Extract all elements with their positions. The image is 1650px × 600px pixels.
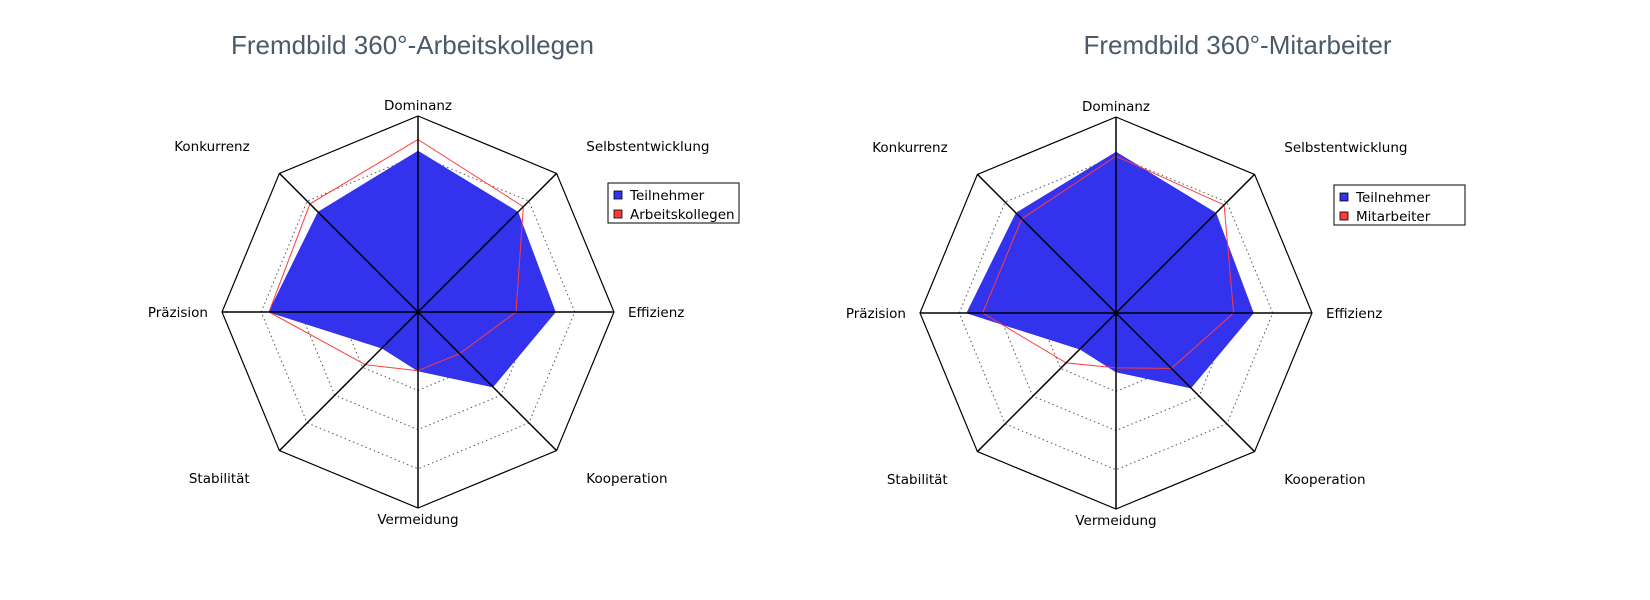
axis-label: Effizienz — [628, 305, 684, 321]
axis-spoke — [1115, 312, 1256, 453]
axis-spoke — [278, 311, 419, 452]
axis-spoke — [417, 172, 558, 313]
axis-spoke — [976, 312, 1117, 453]
legend-box — [1333, 184, 1466, 226]
legend-box — [607, 182, 740, 224]
legend-swatch — [1339, 211, 1349, 221]
series-area-teilnehmer — [966, 151, 1254, 389]
legend-label: Mitarbeiter — [1356, 209, 1431, 225]
legend: Teilnehmer Arbeitskollegen — [607, 182, 740, 224]
axis-label: Kooperation — [1284, 472, 1365, 488]
axis-spoke — [1115, 173, 1256, 314]
legend-swatch — [613, 190, 623, 200]
axis-label: Vermeidung — [377, 512, 458, 528]
axis-label: Dominanz — [1082, 99, 1150, 115]
chart-title: Fremdbild 360°-Arbeitskollegen — [230, 30, 595, 60]
axis-label: Effizienz — [1326, 306, 1382, 322]
series-area-teilnehmer — [268, 150, 556, 388]
legend: Teilnehmer Mitarbeiter — [1333, 184, 1466, 226]
axis-label: Präzision — [846, 306, 906, 322]
axis-label: Selbstentwicklung — [586, 139, 709, 155]
axis-label: Stabilität — [189, 471, 250, 487]
legend-label: Arbeitskollegen — [630, 207, 735, 223]
axis-spoke — [976, 173, 1117, 314]
chart-title: Fremdbild 360°-Mitarbeiter — [1083, 30, 1392, 60]
radar-chart-arbeitskollegen: Dominanz Selbstentwicklung Effizienz Kooper… — [148, 98, 740, 528]
legend-label: Teilnehmer — [629, 188, 705, 204]
axis-label: Stabilität — [887, 472, 948, 488]
axis-label: Konkurrenz — [872, 140, 947, 156]
radar-chart-mitarbeiter: Dominanz Selbstentwicklung Effizienz Kooper… — [846, 99, 1466, 529]
legend-swatch — [613, 209, 623, 219]
axis-label: Konkurrenz — [174, 139, 249, 155]
legend-swatch — [1339, 192, 1349, 202]
axis-spoke — [417, 311, 558, 452]
axis-label: Präzision — [148, 305, 208, 321]
axis-label: Kooperation — [586, 471, 667, 487]
axis-label: Vermeidung — [1075, 513, 1156, 529]
axis-label: Dominanz — [384, 98, 452, 114]
radar-panel-arbeitskollegen: Fremdbild 360°-Arbeitskollegen Dominanz S… — [148, 30, 740, 528]
axis-label: Selbstentwicklung — [1284, 140, 1407, 156]
axis-spoke — [278, 172, 419, 313]
radar-panel-mitarbeiter: Fremdbild 360°-Mitarbeiter Dominanz Selbs… — [825, 0, 1650, 600]
legend-label: Teilnehmer — [1355, 190, 1431, 206]
